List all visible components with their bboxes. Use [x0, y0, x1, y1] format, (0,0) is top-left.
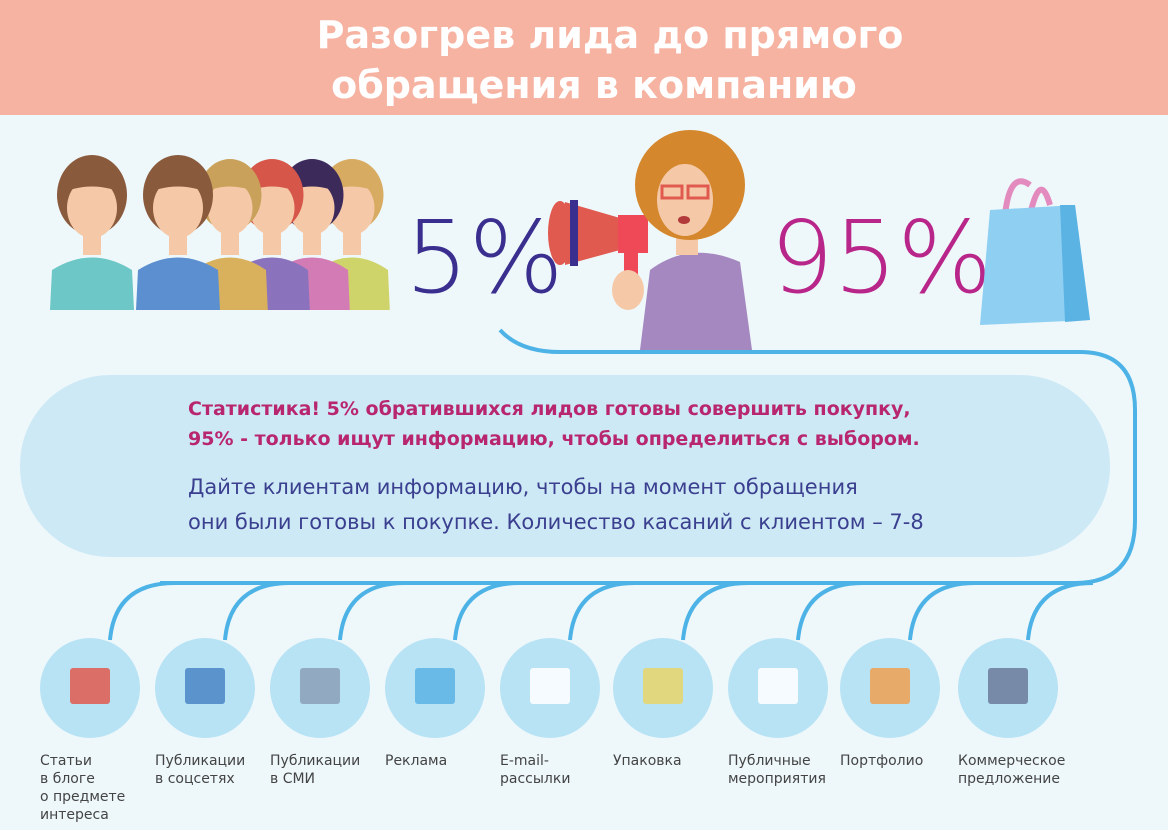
channel-label: Статьи [40, 753, 92, 769]
highlight-text: Статистика! 5% обратившихся лидов готовы… [188, 398, 911, 420]
channel-label: E-mail- [500, 753, 549, 769]
icon-glyph [185, 668, 225, 704]
channel-label: Портфолио [840, 753, 923, 769]
channel-label: в соцсетях [155, 771, 235, 787]
channel-label: в блоге [40, 771, 95, 787]
speaker-illustration [612, 130, 752, 350]
person-face [153, 178, 203, 238]
body-text: Дайте клиентам информацию, чтобы на моме… [188, 475, 858, 499]
connector-line [160, 328, 1137, 585]
channel-label: интереса [40, 807, 109, 823]
branch-line [453, 581, 521, 641]
branch-line [338, 581, 406, 641]
left-percent: 5% [405, 199, 564, 316]
title-line: Разогрев лида до прямого [317, 13, 904, 57]
channel-label: Упаковка [613, 753, 682, 769]
branch-line [1026, 581, 1094, 641]
branch-line [108, 581, 176, 641]
people-illustration [50, 155, 390, 310]
icon-glyph [870, 668, 910, 704]
icon-glyph [70, 668, 110, 704]
highlight-text: 95% - только ищут информацию, чтобы опре… [188, 428, 920, 450]
channel-label: Реклама [385, 753, 447, 769]
icon-glyph [643, 668, 683, 704]
channels: Статьи в блоге о предмете интереса Публикаци… [40, 581, 1094, 823]
channel-label: Публикации [155, 753, 245, 769]
channel-label: Публичные [728, 753, 811, 769]
branch-line [796, 581, 864, 641]
icon-glyph [530, 668, 570, 704]
person-fringe [198, 172, 262, 195]
body-text: они были готовы к покупке. Количество ка… [188, 510, 924, 534]
channel-label: Публикации [270, 753, 360, 769]
title-line: обращения в компанию [331, 63, 857, 107]
info-panel [20, 375, 1110, 557]
channel-label: о предмете [40, 789, 125, 805]
icon-glyph [758, 668, 798, 704]
person-face [207, 181, 253, 235]
right-percent: 95% [770, 199, 992, 316]
shopping-bag [980, 178, 1090, 325]
person-fringe [143, 172, 213, 195]
channel-label: предложение [958, 771, 1060, 787]
icon-glyph [415, 668, 455, 704]
channel-label: мероприятия [728, 771, 826, 787]
branch-line [681, 581, 749, 641]
branch-line [223, 581, 291, 641]
channel-label: в СМИ [270, 771, 315, 787]
channel-label: рассылки [500, 771, 570, 787]
person-face [67, 178, 117, 238]
branch-line [908, 581, 976, 641]
person-body [50, 257, 134, 310]
person-body [136, 257, 220, 310]
header-band [0, 0, 1168, 115]
icon-glyph [988, 668, 1028, 704]
branch-line [568, 581, 636, 641]
person-fringe [57, 172, 127, 195]
icon-glyph [300, 668, 340, 704]
channel-label: Коммерческое [958, 753, 1065, 769]
